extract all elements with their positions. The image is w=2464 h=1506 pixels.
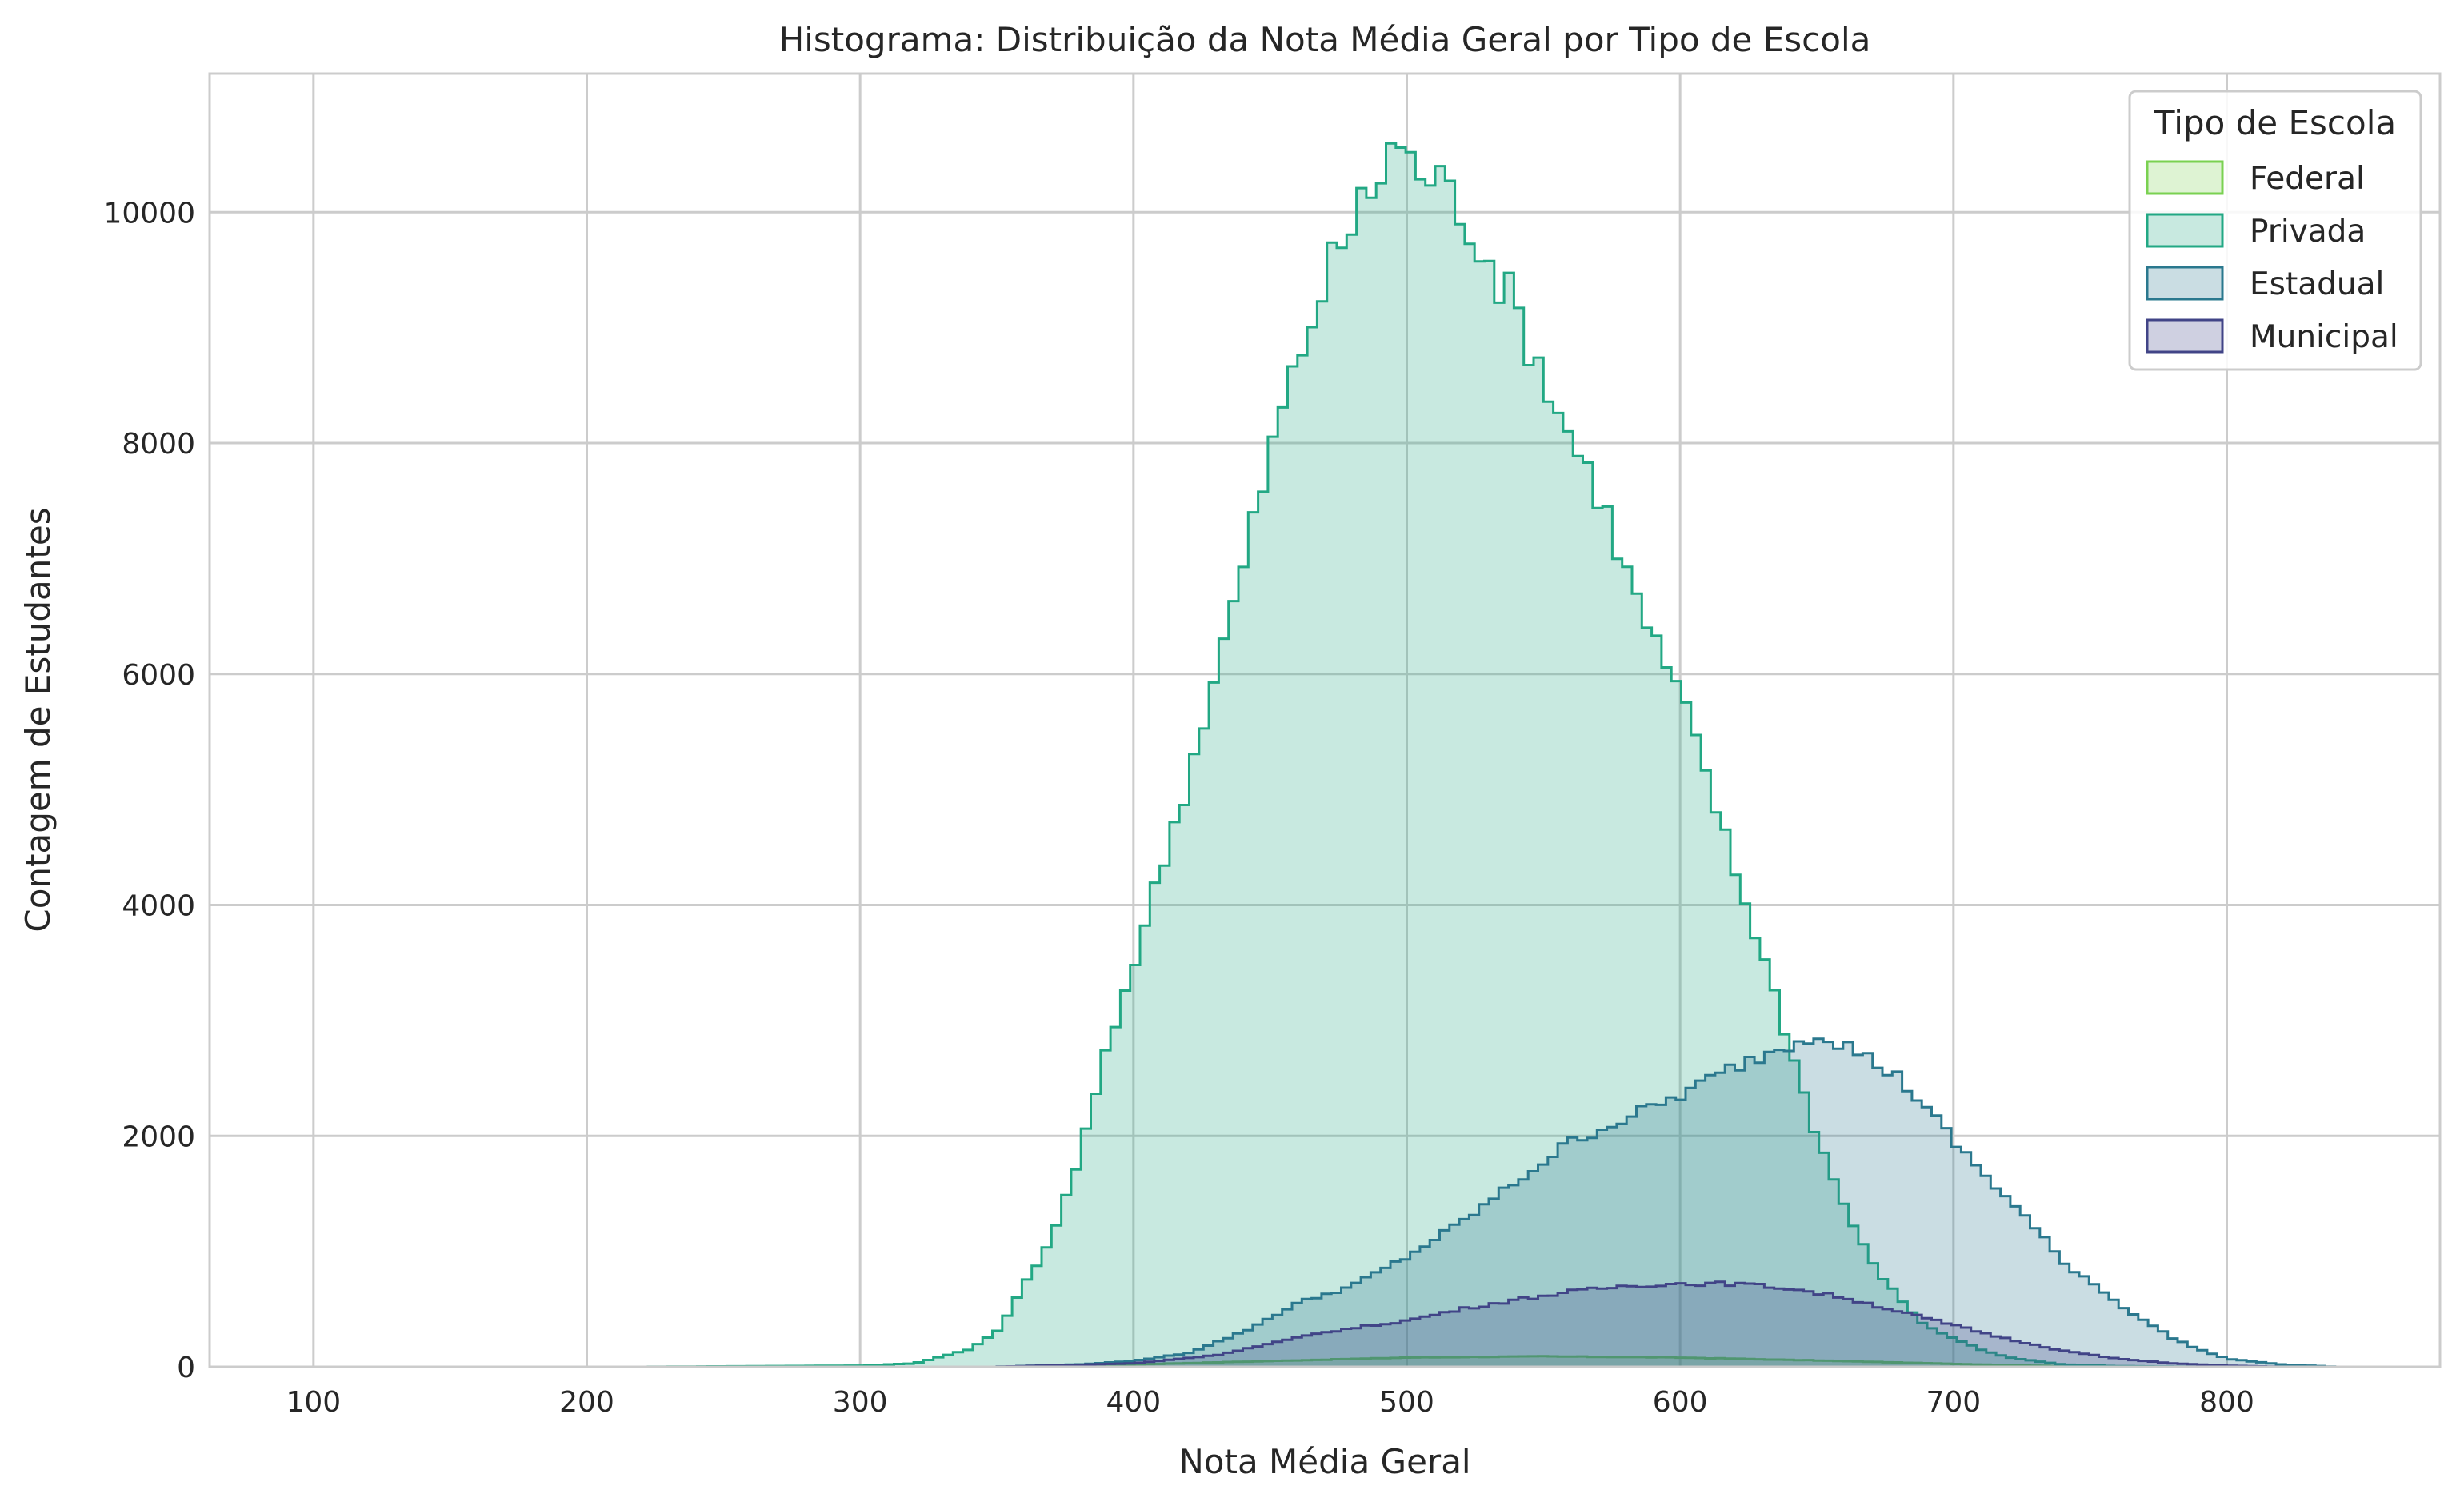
- legend-swatch: [2146, 266, 2224, 301]
- legend-label: Municipal: [2250, 319, 2398, 355]
- x-axis-ticks: 100 200 300 400 500 600 700 800: [286, 1386, 2254, 1419]
- y-axis-title: Contagem de Estudantes: [18, 507, 58, 932]
- x-axis-title: Nota Média Geral: [1178, 1442, 1470, 1481]
- legend[interactable]: Tipo de Escola Federal Privada Estadual Mun…: [2128, 90, 2422, 371]
- chart-title: Histograma: Distribuição da Nota Média G…: [779, 20, 1871, 59]
- legend-item-federal[interactable]: Federal: [2146, 160, 2365, 197]
- series-layer: [313, 142, 2346, 1368]
- y-tick-label: 2000: [122, 1121, 195, 1153]
- y-axis-ticks: 0 2000 4000 6000 8000 10000: [103, 197, 195, 1384]
- x-tick-label: 800: [2199, 1386, 2254, 1419]
- y-tick-label: 4000: [122, 890, 195, 923]
- legend-swatch: [2146, 318, 2224, 354]
- legend-item-municipal[interactable]: Municipal: [2146, 318, 2398, 355]
- x-tick-label: 200: [559, 1386, 614, 1419]
- legend-items: Federal Privada Estadual Municipal: [2146, 160, 2398, 355]
- x-tick-label: 700: [1926, 1386, 1981, 1419]
- legend-label: Privada: [2250, 214, 2366, 250]
- legend-label: Federal: [2250, 161, 2365, 197]
- x-tick-label: 300: [833, 1386, 888, 1419]
- series-estadual-histogram: [995, 1037, 2346, 1368]
- legend-item-estadual[interactable]: Estadual: [2146, 266, 2384, 302]
- legend-item-privada[interactable]: Privada: [2146, 213, 2366, 250]
- legend-title: Tipo de Escola: [2154, 103, 2396, 142]
- plot-background: [210, 74, 2440, 1367]
- x-tick-label: 400: [1106, 1386, 1161, 1419]
- x-tick-label: 500: [1379, 1386, 1434, 1419]
- y-tick-label: 6000: [122, 659, 195, 692]
- y-tick-label: 0: [177, 1352, 195, 1384]
- series-federal-histogram: [995, 1355, 2099, 1368]
- legend-swatch: [2146, 213, 2224, 248]
- x-tick-label: 600: [1653, 1386, 1708, 1419]
- legend-swatch: [2146, 160, 2224, 195]
- y-tick-label: 10000: [103, 197, 195, 230]
- legend-label: Estadual: [2250, 266, 2384, 302]
- series-municipal-histogram: [995, 1280, 2286, 1368]
- y-tick-label: 8000: [122, 428, 195, 461]
- x-tick-label: 100: [286, 1386, 341, 1419]
- plot-frame: [208, 72, 2442, 1368]
